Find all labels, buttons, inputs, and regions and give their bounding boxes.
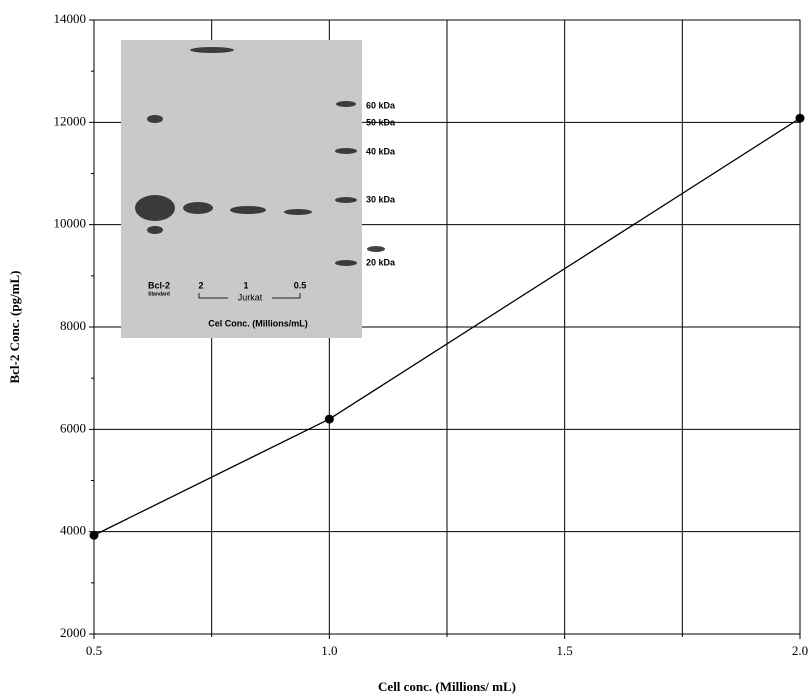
inset-label: Standard (148, 291, 170, 297)
y-tick-label: 2000 (60, 625, 86, 640)
inset-label: 2 (198, 280, 203, 290)
y-tick-label: 6000 (60, 420, 86, 435)
blot-band (336, 101, 356, 107)
jurkat-bracket (198, 293, 301, 299)
marker (324, 414, 334, 424)
y-tick-label: 12000 (54, 113, 87, 128)
inset-label: 50 kDa (366, 117, 396, 127)
blot-band (190, 47, 234, 53)
inset-label: 40 kDa (366, 146, 396, 156)
x-tick-label: 2.0 (792, 643, 808, 658)
inset-label: 0.5 (294, 280, 307, 290)
blot-band (367, 246, 385, 252)
inset-label: 30 kDa (366, 194, 396, 204)
blot-band (230, 206, 266, 214)
blot-band (183, 202, 213, 214)
inset-label: Bcl-2 (148, 280, 170, 290)
x-axis-label: Cell conc. (Millions/ mL) (378, 679, 516, 694)
x-tick-label: 1.5 (557, 643, 573, 658)
inset-label: 20 kDa (366, 257, 396, 267)
blot-band (147, 226, 163, 234)
blot-band (335, 260, 357, 266)
y-tick-label: 8000 (60, 318, 86, 333)
blot-band (284, 209, 312, 215)
y-tick-label: 4000 (60, 523, 86, 538)
blot-band (147, 115, 163, 123)
y-axis-label: Bcl-2 Conc. (pg/mL) (7, 270, 22, 383)
inset-label: 60 kDa (366, 100, 396, 110)
x-tick-label: 0.5 (86, 643, 102, 658)
blot-band (135, 195, 175, 221)
blot-band (335, 148, 357, 154)
inset-label: Jurkat (238, 292, 263, 302)
x-tick-label: 1.0 (321, 643, 337, 658)
marker (89, 530, 99, 540)
y-tick-label: 10000 (54, 216, 87, 231)
inset-label: 1 (243, 280, 248, 290)
marker (795, 113, 805, 123)
blot-background (121, 40, 362, 338)
inset-label: Cel Conc. (Millions/mL) (208, 318, 308, 328)
plot-frame (93, 19, 801, 635)
y-tick-label: 14000 (54, 11, 87, 26)
blot-band (335, 197, 357, 203)
